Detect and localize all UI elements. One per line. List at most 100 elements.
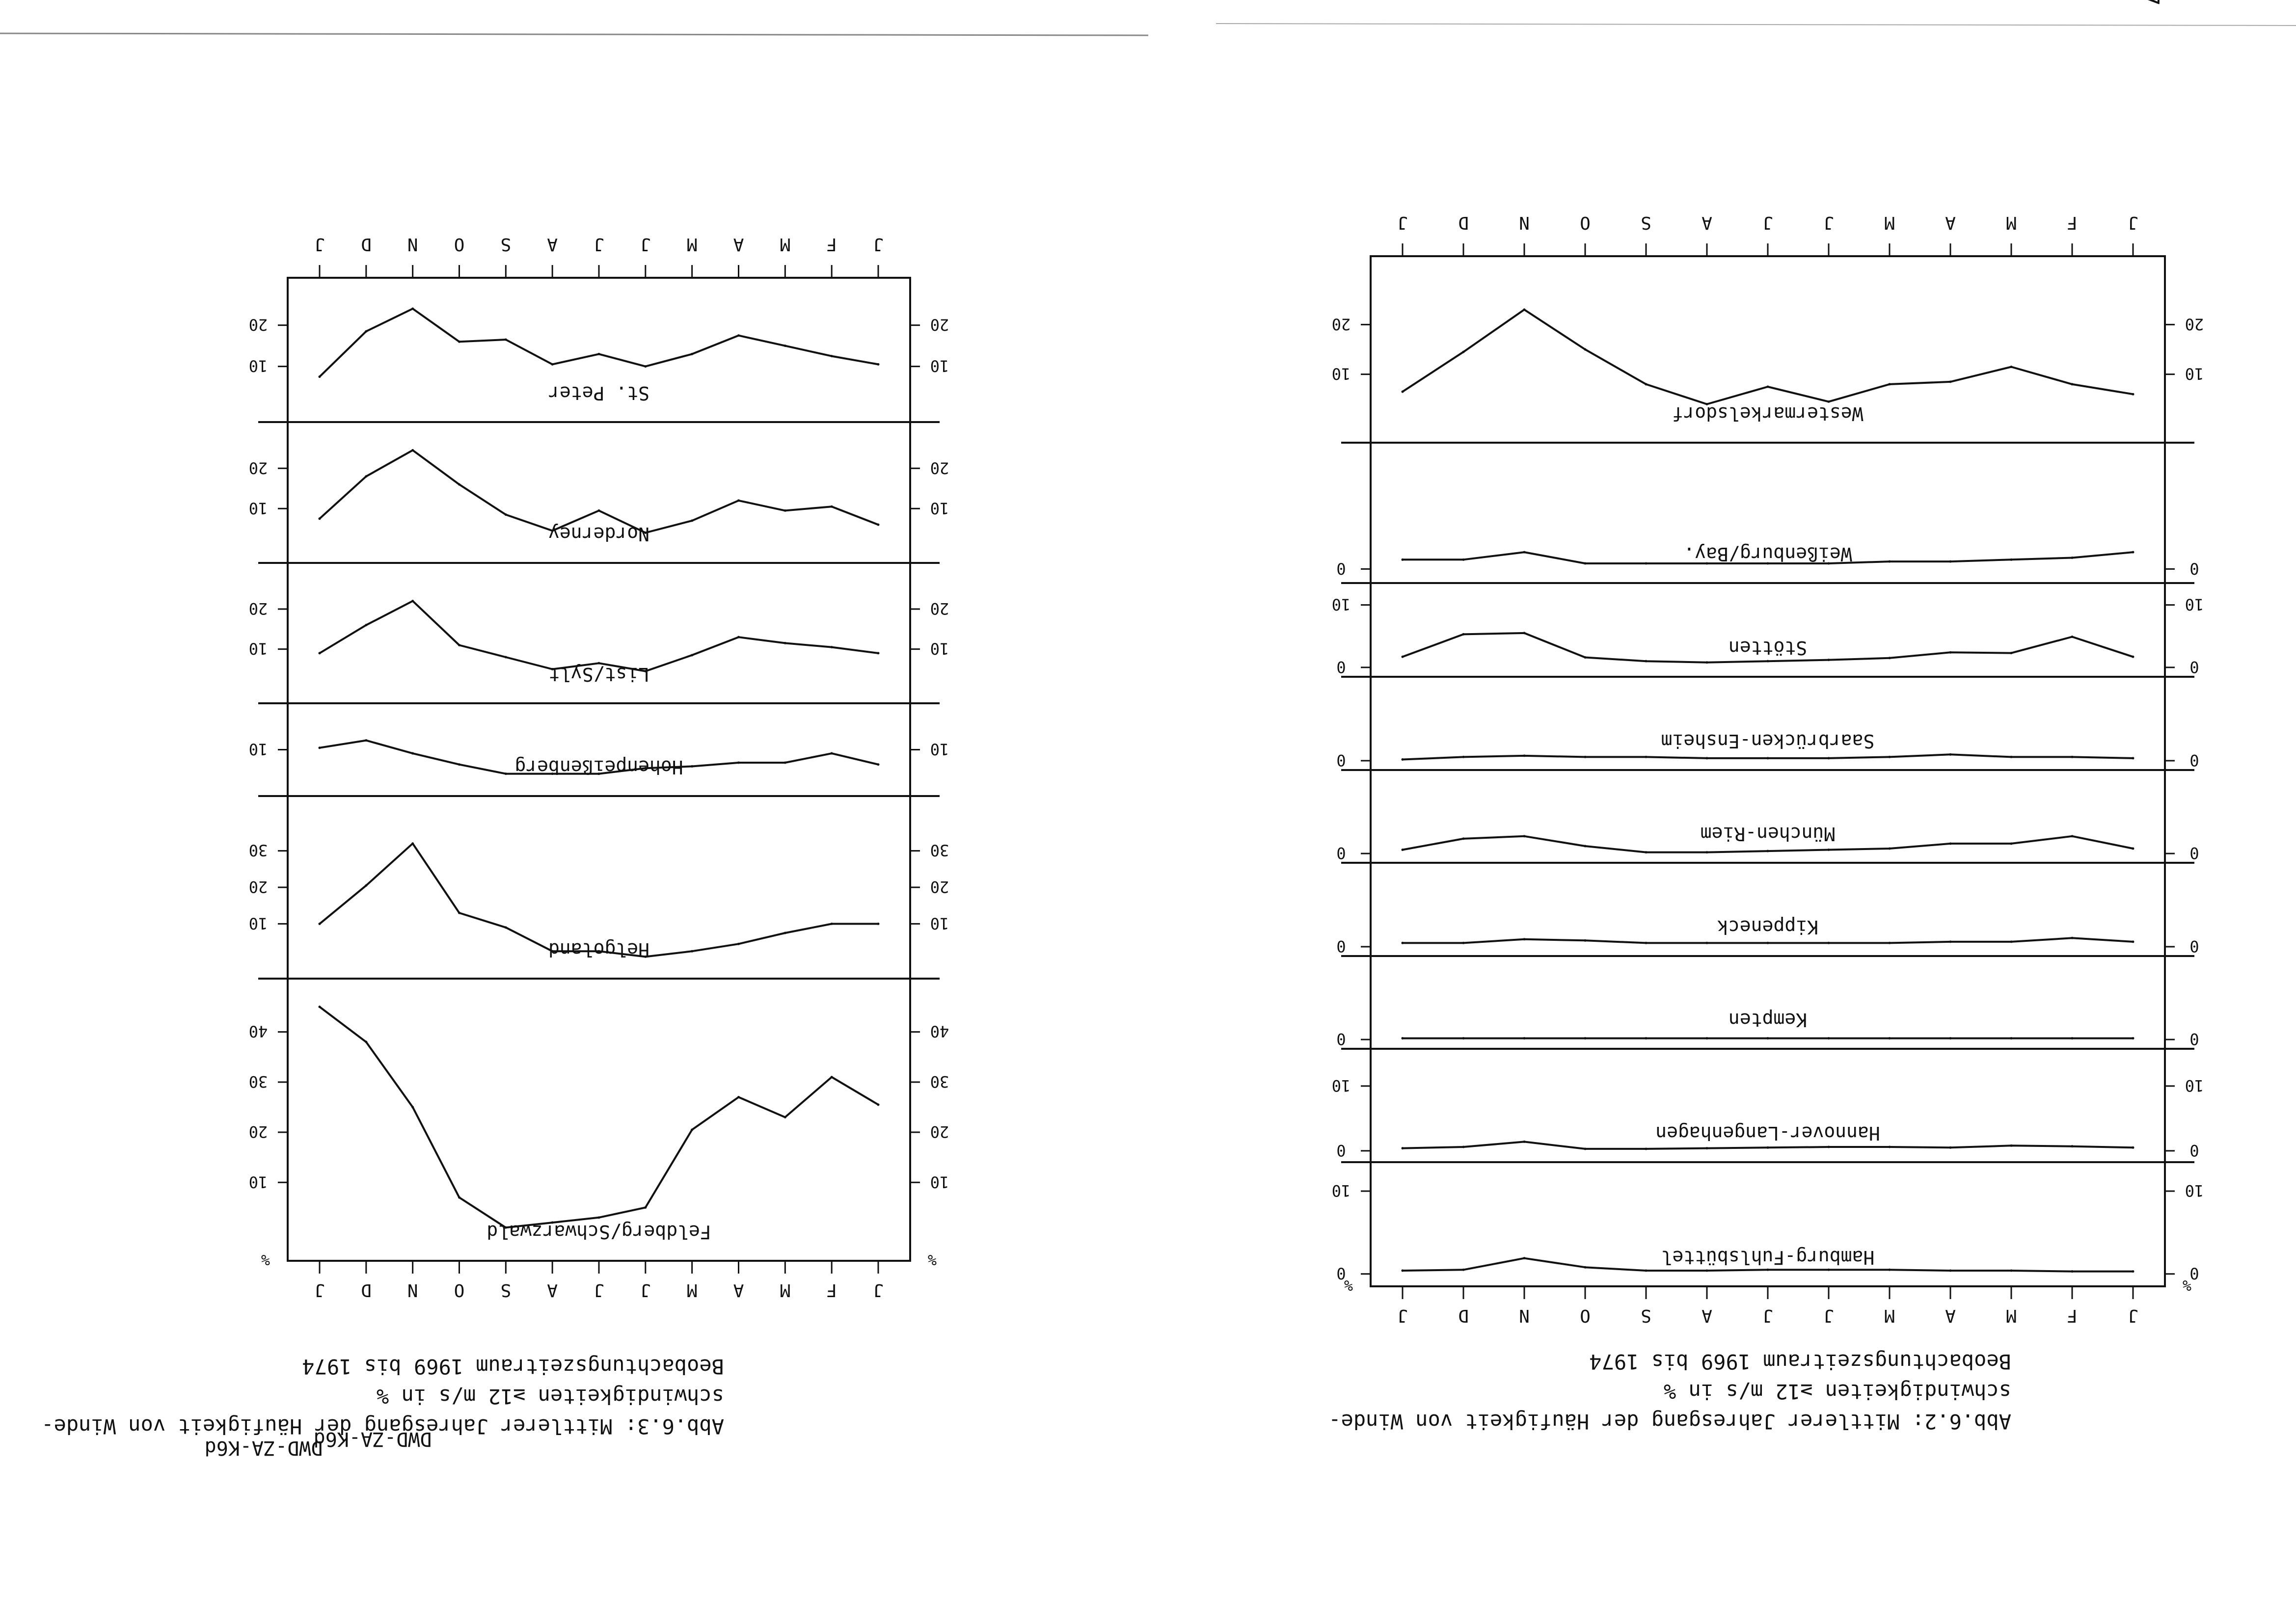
scan-edge-line (1216, 23, 2296, 26)
data-point (1462, 350, 1465, 353)
data-point (1888, 755, 1891, 758)
data-point (2071, 383, 2074, 386)
data-point (1705, 1269, 1708, 1272)
y-tick-label-left: 40 (930, 1022, 949, 1041)
y-tick-label-left: 0 (2189, 1264, 2199, 1283)
month-label-bottom: S (1641, 213, 1651, 233)
data-point (1462, 633, 1465, 636)
data-point (1584, 562, 1587, 565)
data-point (1401, 849, 1404, 851)
data-point (1523, 835, 1526, 838)
data-point (1827, 659, 1830, 662)
data-point (2071, 755, 2074, 758)
data-point (830, 1076, 833, 1079)
data-point (830, 505, 833, 508)
data-point (2010, 842, 2013, 845)
station-label: Helgoland (548, 939, 649, 960)
data-point (783, 641, 786, 644)
data-point (597, 950, 600, 953)
station-label: Westermarkelsdorf (1673, 403, 1864, 425)
month-label-top: J (1397, 1305, 1408, 1326)
data-point (551, 1221, 554, 1224)
data-point (458, 763, 460, 766)
data-point (318, 652, 321, 655)
data-point (1888, 847, 1891, 850)
month-label-top: N (407, 1280, 418, 1300)
month-label-bottom: D (1458, 213, 1469, 233)
y-tick-label-left: 10 (2185, 365, 2204, 383)
station-label: Kempten (1729, 1009, 1807, 1031)
data-point (783, 761, 786, 764)
data-point (2071, 1037, 2074, 1040)
data-point (2071, 1270, 2074, 1273)
data-point (411, 1106, 414, 1109)
data-point (783, 1116, 786, 1118)
data-point (737, 942, 740, 945)
month-label-bottom: N (1519, 213, 1530, 233)
data-point (1462, 1268, 1465, 1271)
y-tick-label-left: 0 (2189, 751, 2199, 770)
data-point (877, 1103, 880, 1106)
y-tick-label-right: 10 (249, 357, 268, 375)
y-tick-label-left: 10 (930, 740, 949, 759)
data-point (1705, 757, 1708, 760)
data-point (318, 922, 321, 925)
data-point (737, 1096, 740, 1098)
y-tick-label-left: 0 (2189, 1141, 2199, 1160)
month-label-top: A (1945, 1305, 1956, 1326)
y-tick-label-right: 10 (249, 639, 268, 658)
y-tick-label-right: 20 (249, 316, 268, 334)
month-label-bottom: F (2067, 213, 2078, 233)
data-point (1645, 1037, 1648, 1040)
figure-6-2: DWD-ZA-K6d Abb.6.2: Mittlerer Jahresgang … (314, 213, 2204, 1450)
y-tick-label-left: 0 (2189, 844, 2199, 862)
month-label-top: D (1458, 1305, 1469, 1326)
data-point (2010, 1269, 2013, 1272)
data-point (1766, 941, 1769, 944)
y-tick-label-right: 30 (249, 841, 268, 860)
data-point (597, 1216, 600, 1219)
data-point (365, 884, 368, 887)
data-point (551, 668, 554, 671)
month-label-bottom: O (1580, 213, 1591, 233)
y-tick-label-left: 20 (930, 878, 949, 896)
figure-caption-line: Abb.6.3: Mittlerer Jahresgang der Häufig… (41, 1414, 724, 1438)
data-point (318, 517, 321, 520)
y-tick-label-right: 10 (1332, 1076, 1351, 1095)
month-label-bottom: O (454, 234, 465, 254)
data-point (1949, 842, 1952, 845)
y-tick-label-right: 20 (249, 1122, 268, 1141)
y-tick-label-right: 10 (1332, 365, 1351, 383)
data-point (1462, 1145, 1465, 1148)
month-label-bottom: D (361, 234, 372, 254)
y-tick-label-left: 20 (930, 458, 949, 477)
data-point (411, 752, 414, 755)
y-tick-label-left: 0 (2189, 559, 2199, 578)
month-label-top: J (2128, 1305, 2138, 1326)
data-point (1766, 850, 1769, 852)
data-point (1584, 656, 1587, 659)
data-point (1766, 1037, 1769, 1040)
data-point (2010, 652, 2013, 655)
y-tick-label-left: 0 (2189, 1030, 2199, 1048)
data-point (830, 922, 833, 925)
y-tick-label-left: 10 (930, 1172, 949, 1191)
month-label-bottom: S (500, 234, 511, 254)
data-point (458, 644, 460, 647)
data-point (1888, 657, 1891, 660)
station-label: Weißenburg/Bay. (1683, 543, 1852, 565)
y-tick-label-left: 10 (930, 914, 949, 932)
series-line (319, 600, 879, 672)
data-point (1827, 757, 1830, 760)
month-label-bottom: A (547, 234, 558, 254)
month-label-bottom: A (1702, 213, 1712, 233)
y-tick-label-right: 10 (1332, 595, 1351, 614)
percent-label: % (1344, 1277, 1353, 1294)
page-number: 57 (2137, 0, 2164, 6)
series-line (319, 1006, 879, 1229)
y-tick-label-right: 0 (1336, 658, 1346, 676)
data-point (1584, 1147, 1587, 1150)
data-point (504, 772, 507, 775)
figure-header-code: DWD-ZA-K6d (314, 1428, 432, 1450)
